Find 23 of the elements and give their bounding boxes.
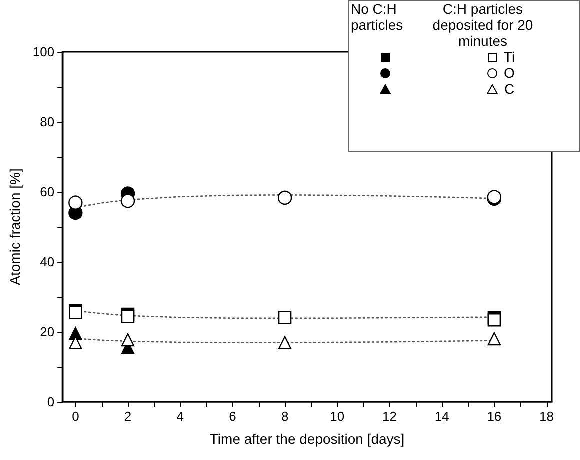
x-tick-label: 12 [382, 409, 397, 424]
legend-label: O [504, 65, 515, 81]
text: No C:H particles [351, 1, 404, 33]
x-tick-label: 4 [176, 409, 184, 424]
y-tick-label: 20 [40, 324, 55, 340]
x-tick-label: 10 [330, 409, 345, 424]
y-tick-label: 60 [40, 184, 55, 200]
x-tick-label: 2 [124, 409, 132, 424]
y-tick-label: 0 [47, 394, 55, 410]
x-tick-label: 6 [229, 409, 236, 424]
legend-label: C [504, 81, 515, 97]
x-axis-title: Time after the deposition [days] [210, 431, 405, 447]
legend-label: Ti [504, 49, 516, 65]
y-tick-label: 40 [40, 254, 55, 270]
text: C:H particles deposited for 20 minutes [432, 1, 534, 49]
x-tick-label: 8 [281, 409, 289, 424]
x-tick-label: 16 [487, 409, 502, 424]
y-axis-title: Atomic fraction [%] [7, 168, 23, 286]
x-tick-label: 18 [540, 409, 554, 424]
y-tick-label: 100 [32, 44, 55, 60]
y-tick-label: 80 [40, 114, 55, 130]
x-tick-label: 0 [72, 409, 80, 424]
x-tick-label: 14 [434, 409, 450, 424]
